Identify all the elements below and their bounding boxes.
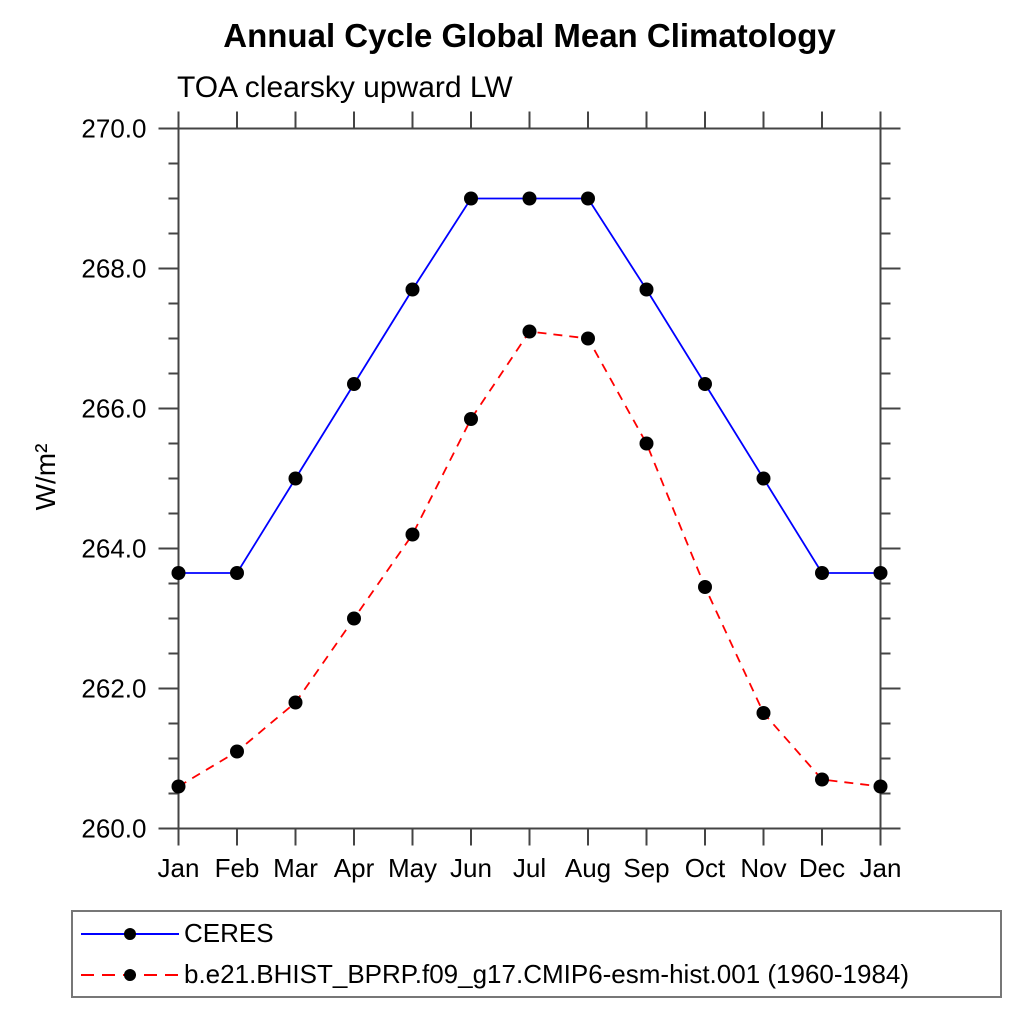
legend-item-model: b.e21.BHIST_BPRP.f09_g17.CMIP6-esm-hist.… xyxy=(78,954,1000,995)
svg-text:May: May xyxy=(388,853,437,883)
svg-text:Jan: Jan xyxy=(158,853,200,883)
model-line-sample-icon xyxy=(81,968,179,981)
svg-text:Aug: Aug xyxy=(565,853,611,883)
legend-label-model: b.e21.BHIST_BPRP.f09_g17.CMIP6-esm-hist.… xyxy=(184,959,910,989)
svg-text:260.0: 260.0 xyxy=(81,814,146,844)
chart-subtitle: TOA clearsky upward LW xyxy=(177,71,513,104)
svg-text:Jul: Jul xyxy=(513,853,546,883)
svg-text:Dec: Dec xyxy=(799,853,845,883)
svg-text:Oct: Oct xyxy=(685,853,726,883)
svg-text:266.0: 266.0 xyxy=(81,394,146,424)
svg-text:Jan: Jan xyxy=(860,853,902,883)
svg-text:Apr: Apr xyxy=(334,853,375,883)
svg-text:Nov: Nov xyxy=(740,853,786,883)
chart-title: Annual Cycle Global Mean Climatology xyxy=(223,17,836,54)
svg-text:Jun: Jun xyxy=(450,853,492,883)
svg-text:Sep: Sep xyxy=(623,853,669,883)
legend-label-ceres: CERES xyxy=(184,918,274,948)
legend: CERES b.e21.BHIST_BPRP.f09_g17.CMIP6-esm… xyxy=(71,910,1002,998)
svg-text:Feb: Feb xyxy=(215,853,260,883)
ceres-line-sample-icon xyxy=(81,927,179,940)
legend-item-ceres: CERES xyxy=(78,913,1000,954)
svg-text:270.0: 270.0 xyxy=(81,114,146,144)
svg-text:264.0: 264.0 xyxy=(81,534,146,564)
svg-text:Mar: Mar xyxy=(273,853,318,883)
svg-text:262.0: 262.0 xyxy=(81,674,146,704)
svg-text:268.0: 268.0 xyxy=(81,254,146,284)
